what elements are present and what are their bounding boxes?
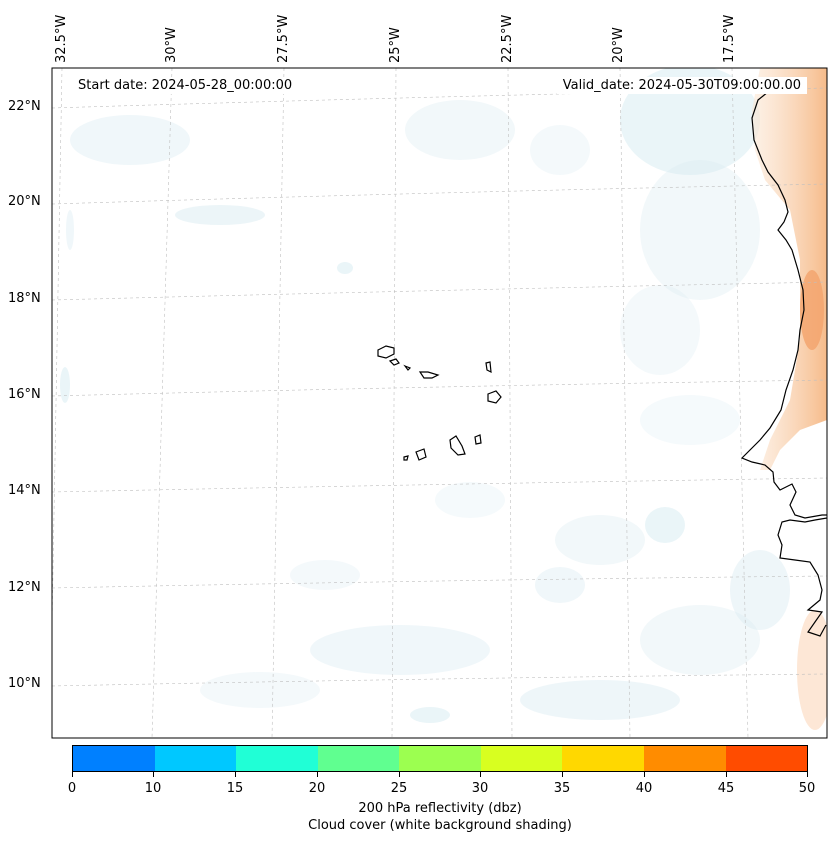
colorbar-segment-40-45 (643, 746, 726, 771)
map-frame (51, 67, 828, 739)
cape-verde-islands (377, 345, 502, 461)
colorbar-tick (480, 772, 481, 777)
lon-label-22-5w: 22.5°W (500, 14, 515, 63)
colorbar-tick (807, 772, 808, 777)
lon-label-27-5w: 27.5°W (276, 14, 291, 63)
colorbar-tick-label: 50 (798, 781, 816, 796)
lat-label-22n: 22°N (8, 99, 41, 114)
warm-shading-coast (752, 68, 827, 470)
colorbar-tick (399, 772, 400, 777)
colorbar-segment-0-10 (73, 746, 155, 771)
colorbar-tick (562, 772, 563, 777)
african-coastline (740, 81, 827, 637)
lon-label-20w: 20°W (611, 27, 626, 63)
colorbar-tick-label: 45 (717, 781, 735, 796)
colorbar-tick-label: 40 (635, 781, 653, 796)
colorbar-tick-label: 15 (226, 781, 244, 796)
graticule (52, 68, 827, 738)
colorbar-tick-label: 20 (308, 781, 326, 796)
lat-label-10n: 10°N (8, 676, 41, 691)
valid-date-label: Valid_date: 2024-05-30T09:00:00.00 (556, 77, 807, 94)
lat-label-14n: 14°N (8, 483, 41, 498)
start-date-label: Start date: 2024-05-28_00:00:00 (72, 77, 299, 94)
colorbar-title: 200 hPa reflectivity (dbz) (358, 801, 522, 816)
warm-core (800, 270, 824, 350)
colorbar-tick-label: 0 (67, 781, 77, 796)
lon-label-25w: 25°W (388, 27, 403, 63)
colorbar-tick (235, 772, 236, 777)
lon-label-32-5w: 32.5°W (54, 14, 69, 63)
colorbar-segment-20-25 (317, 746, 400, 771)
colorbar (72, 745, 808, 772)
colorbar-tick-label: 10 (144, 781, 162, 796)
lat-label-20n: 20°N (8, 194, 41, 209)
lon-label-30w: 30°W (164, 27, 179, 63)
lon-label-17-5w: 17.5°W (722, 14, 737, 63)
colorbar-tick (726, 772, 727, 777)
colorbar-tick-label: 25 (390, 781, 408, 796)
colorbar-subtitle: Cloud cover (white background shading) (308, 818, 572, 833)
lat-label-18n: 18°N (8, 291, 41, 306)
colorbar-segment-30-35 (480, 746, 563, 771)
colorbar-segment-35-40 (562, 746, 644, 771)
cloud-shading (60, 68, 790, 723)
warm-south-coast (797, 610, 827, 730)
colorbar-segment-10-15 (154, 746, 237, 771)
colorbar-segment-25-30 (399, 746, 481, 771)
colorbar-tick (72, 772, 73, 777)
colorbar-tick-label: 35 (553, 781, 571, 796)
lat-label-12n: 12°N (8, 580, 41, 595)
colorbar-tick (317, 772, 318, 777)
lat-label-16n: 16°N (8, 387, 41, 402)
colorbar-tick (644, 772, 645, 777)
colorbar-tick (153, 772, 154, 777)
colorbar-segment-15-20 (236, 746, 318, 771)
colorbar-tick-label: 30 (471, 781, 489, 796)
colorbar-segment-45-50 (725, 746, 808, 771)
